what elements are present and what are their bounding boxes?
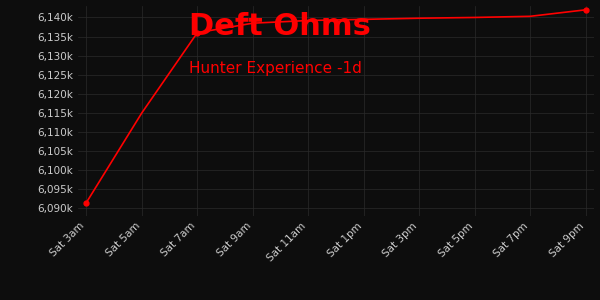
Text: Hunter Experience -1d: Hunter Experience -1d: [189, 61, 362, 76]
Text: Deft Ohms: Deft Ohms: [189, 12, 371, 41]
